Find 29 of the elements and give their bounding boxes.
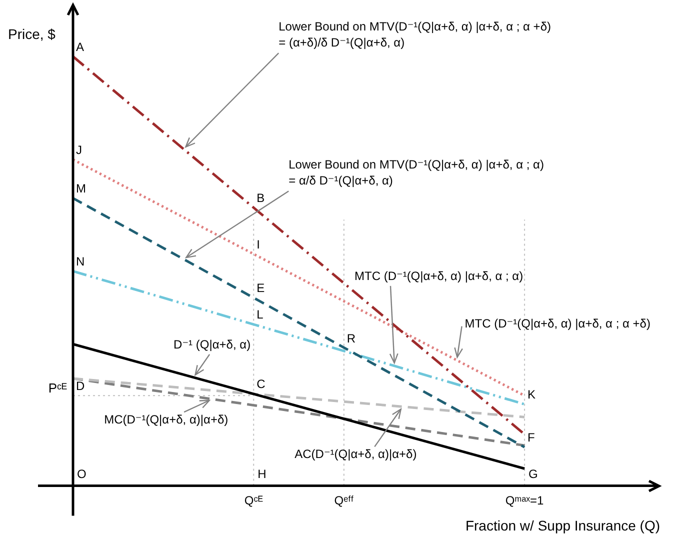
annotation: M	[76, 181, 86, 196]
x-axis-title: Fraction w/ Supp Insurance (Q)	[465, 517, 660, 534]
annotation: E	[256, 281, 265, 296]
ref-line-label: Pᶜᴱ	[48, 380, 68, 396]
annotation: C	[256, 377, 266, 392]
annotation: Lower Bound on MTV(D⁻¹(Q|α+δ, α) |α+δ, α ; α) = α/δ D⁻¹(Q|α+δ, α)	[288, 157, 544, 188]
x-tick-label: Qᶜᴱ	[244, 493, 263, 508]
annotation: K	[528, 388, 536, 402]
annotation: J	[76, 142, 82, 157]
annotation: D⁻¹ (Q|α+δ, α)	[174, 338, 251, 352]
text: Lower Bound on MTV(D⁻¹(Q|α+δ, α) |α+δ, α ; α +δ) = (α+δ)/δ D⁻¹(Q|α+δ, α)	[278, 19, 551, 50]
annotation: MTC (D⁻¹(Q|α+δ, α) |α+δ, α ; α +δ)	[464, 316, 650, 331]
annotation: O	[77, 467, 86, 482]
annotation: I	[256, 237, 260, 252]
y-axis-title: Price, $	[8, 26, 56, 42]
annotation: H	[258, 467, 266, 482]
annotation: D	[76, 378, 85, 393]
annotation: L	[256, 308, 264, 322]
annotation: A	[76, 40, 84, 54]
annotation: G	[528, 467, 538, 482]
x-tick-label: Qᵐᵃˣ=1	[505, 493, 544, 508]
annotation: MTC (D⁻¹(Q|α+δ, α) |α+δ, α ; α)	[354, 269, 524, 284]
annotation: B	[256, 190, 265, 205]
annotation: AC(D⁻¹(Q|α+δ, α)|α+δ)	[294, 446, 417, 461]
x-tick-label: Qᵉᶠᶠ	[334, 493, 354, 508]
annotation: MC(D⁻¹(Q|α+δ, α)|α+δ)	[104, 412, 228, 426]
annotation: R	[346, 332, 356, 346]
annotation: N	[76, 254, 85, 268]
annotation: F	[528, 430, 535, 444]
